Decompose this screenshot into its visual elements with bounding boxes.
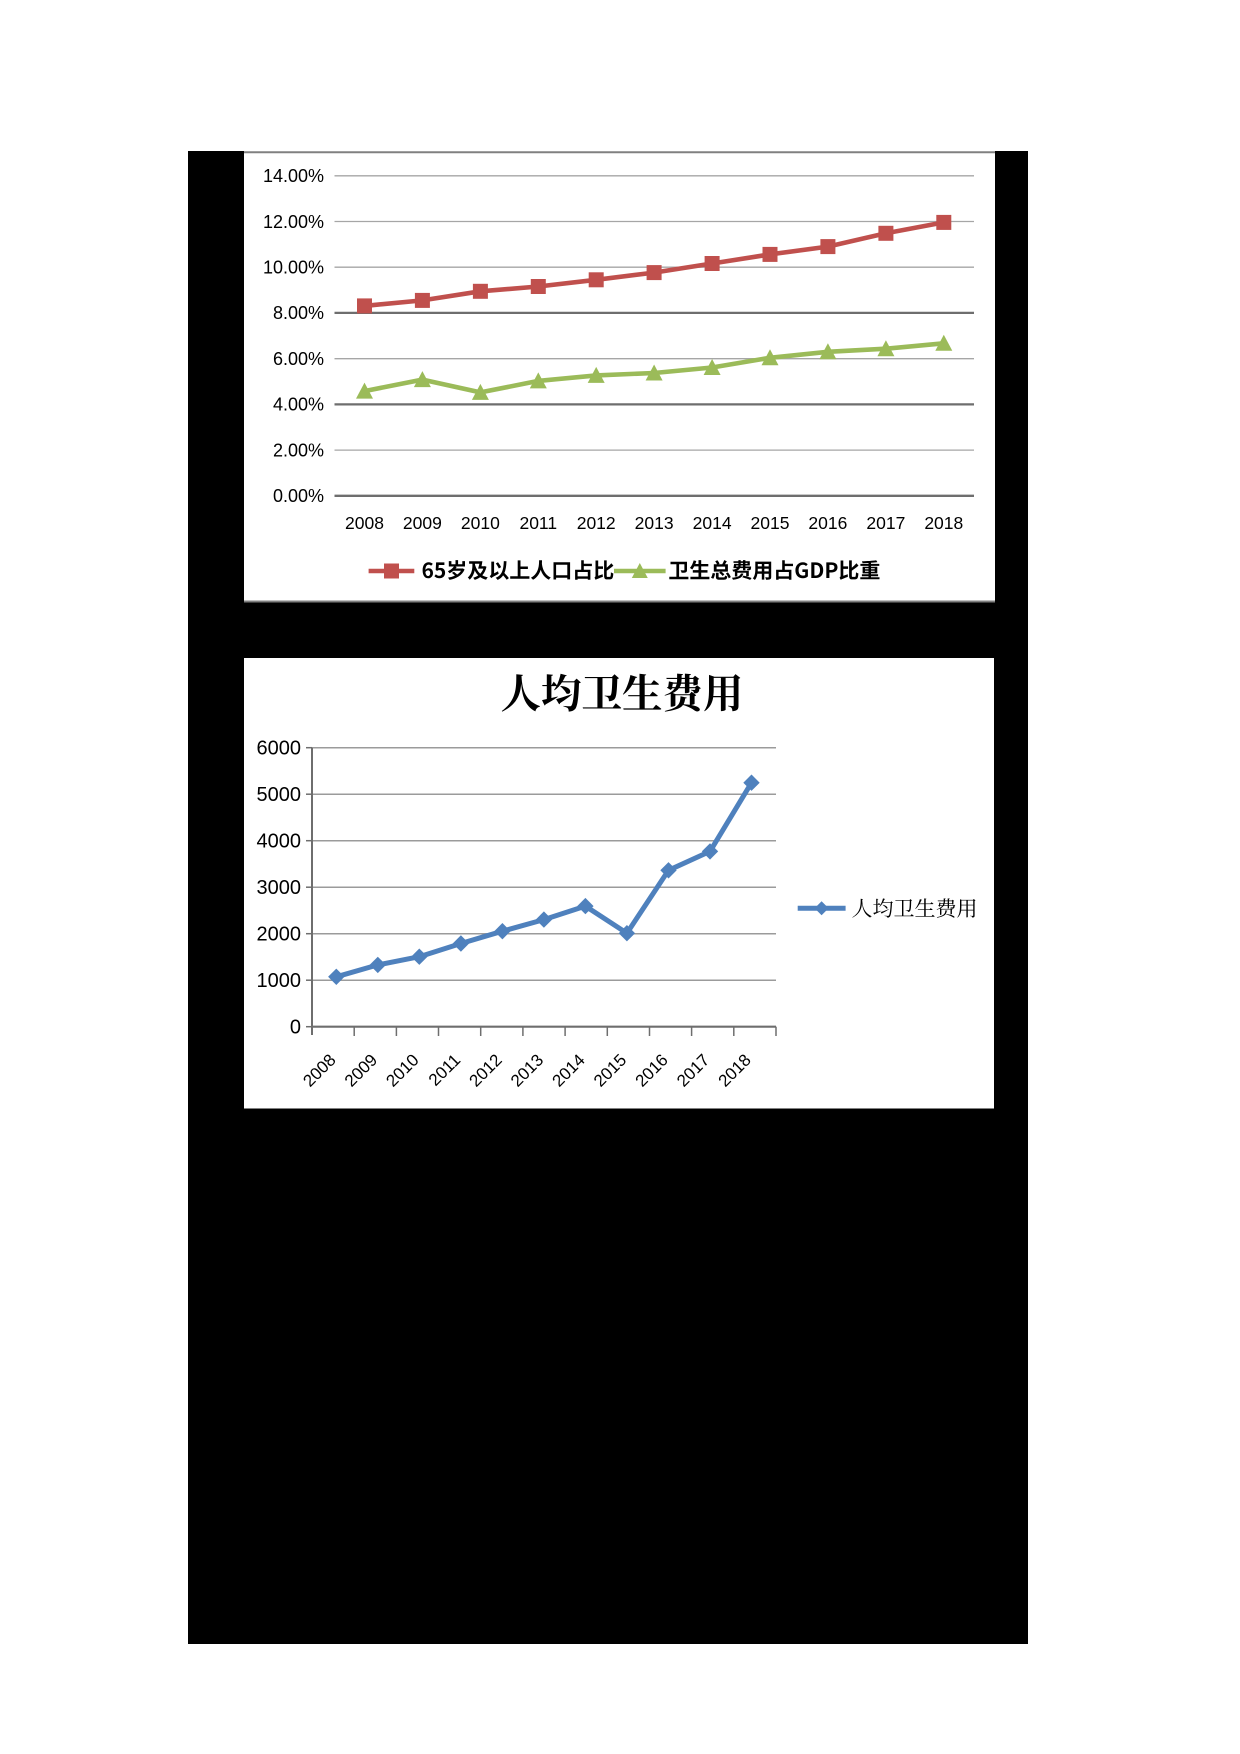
svg-text:6.00%: 6.00% (273, 349, 324, 369)
svg-text:4.00%: 4.00% (273, 395, 324, 415)
svg-text:12.00%: 12.00% (263, 212, 324, 232)
svg-text:2015: 2015 (751, 513, 790, 533)
svg-text:2018: 2018 (924, 513, 963, 533)
svg-text:0.00%: 0.00% (273, 486, 324, 506)
svg-text:2010: 2010 (461, 513, 500, 533)
svg-text:4000: 4000 (257, 831, 302, 853)
svg-text:0: 0 (290, 1017, 301, 1039)
svg-text:2017: 2017 (866, 513, 905, 533)
svg-text:1000: 1000 (257, 970, 302, 992)
svg-text:10.00%: 10.00% (263, 258, 324, 278)
svg-text:2013: 2013 (635, 513, 674, 533)
svg-text:2016: 2016 (808, 513, 847, 533)
svg-text:14.00%: 14.00% (263, 166, 324, 186)
svg-text:3000: 3000 (257, 877, 302, 899)
svg-text:2012: 2012 (577, 513, 616, 533)
svg-text:2014: 2014 (693, 513, 732, 533)
svg-text:2009: 2009 (403, 513, 442, 533)
svg-text:2011: 2011 (519, 513, 557, 533)
svg-text:8.00%: 8.00% (273, 303, 324, 323)
svg-text:5000: 5000 (257, 784, 302, 806)
svg-text:2000: 2000 (257, 924, 302, 946)
svg-text:6000: 6000 (257, 738, 302, 760)
svg-text:2.00%: 2.00% (273, 440, 324, 460)
svg-text:2008: 2008 (345, 513, 384, 533)
